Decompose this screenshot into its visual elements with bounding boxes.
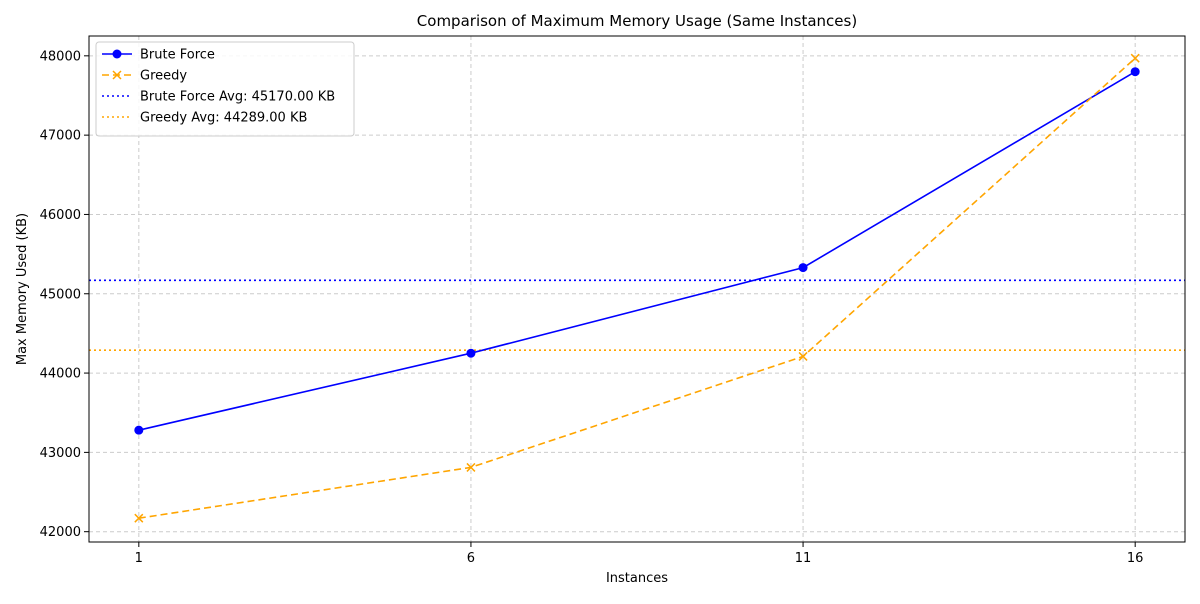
series-line bbox=[138, 57, 1136, 519]
x-tick-label: 16 bbox=[1127, 551, 1144, 566]
x-axis-label: Instances bbox=[606, 571, 668, 586]
legend-label: Brute Force bbox=[140, 48, 215, 63]
plot-area-frame bbox=[88, 35, 1186, 543]
data-point bbox=[466, 348, 476, 358]
x-tick-label: 6 bbox=[467, 551, 475, 566]
legend-label: Greedy Avg: 44289.00 KB bbox=[140, 111, 307, 126]
data-point bbox=[1130, 67, 1140, 77]
data-point bbox=[134, 425, 144, 435]
chart-title: Comparison of Maximum Memory Usage (Same… bbox=[417, 12, 857, 30]
y-axis-label: Max Memory Used (KB) bbox=[15, 213, 30, 365]
y-tick-label: 46000 bbox=[40, 208, 81, 223]
y-tick-label: 44000 bbox=[40, 367, 81, 382]
series-line bbox=[138, 71, 1136, 431]
legend-box bbox=[95, 41, 355, 137]
data-point bbox=[798, 263, 808, 273]
y-tick-label: 43000 bbox=[40, 446, 81, 461]
legend-marker bbox=[112, 70, 122, 80]
y-tick-label: 45000 bbox=[40, 287, 81, 302]
data-point bbox=[798, 351, 808, 361]
x-tick-label: 1 bbox=[135, 551, 143, 566]
y-tick-label: 48000 bbox=[40, 49, 81, 64]
data-point bbox=[134, 513, 144, 523]
legend-marker bbox=[112, 49, 122, 59]
legend-label: Greedy bbox=[140, 69, 187, 84]
legend: Brute Force Greedy Brute Force Avg: 45170.… bbox=[95, 41, 355, 137]
x-tick-label: 11 bbox=[795, 551, 812, 566]
legend-label: Brute Force Avg: 45170.00 KB bbox=[140, 90, 335, 105]
data-point bbox=[1130, 53, 1140, 63]
data-point bbox=[466, 462, 476, 472]
y-tick-label: 47000 bbox=[40, 129, 81, 144]
y-tick-label: 42000 bbox=[40, 525, 81, 540]
